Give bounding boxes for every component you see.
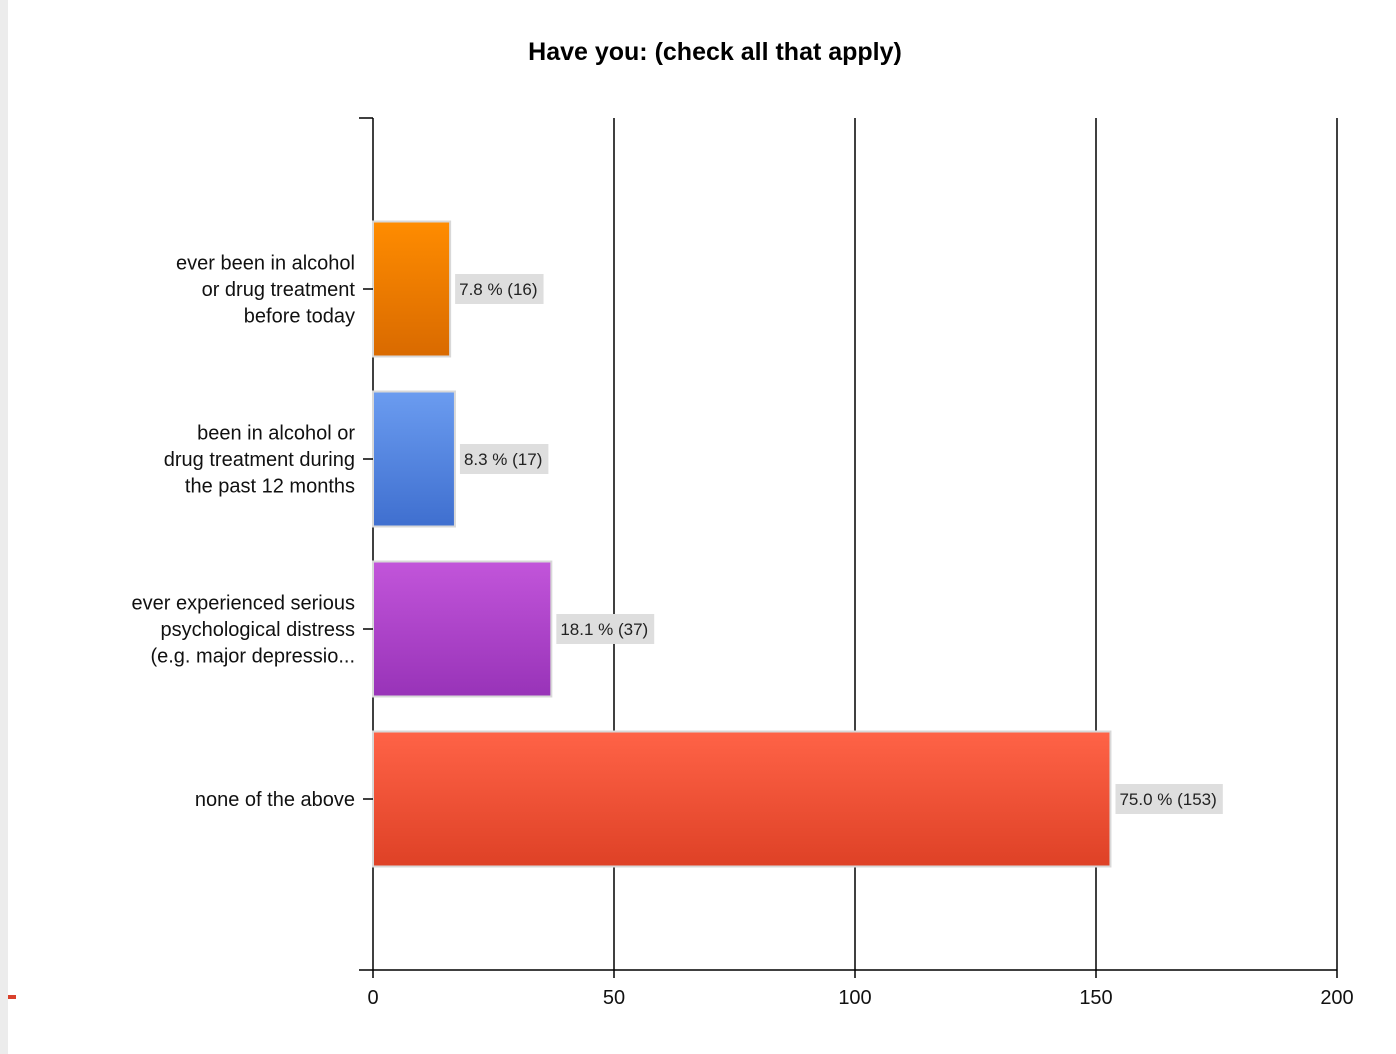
value-label-2: 18.1 % (37) [560, 620, 648, 639]
chart-title: Have you: (check all that apply) [528, 38, 902, 66]
value-label-bg-2 [556, 614, 655, 644]
value-label-0: 7.8 % (16) [459, 280, 537, 299]
x-tick-label-150: 150 [1079, 987, 1112, 1009]
category-label-1-2: the past 12 months [185, 476, 355, 498]
category-label-2-2: (e.g. major depressio... [150, 646, 355, 668]
value-label-3: 75.0 % (153) [1119, 790, 1216, 809]
chart-frame [8, 0, 1396, 1054]
accent-line [8, 995, 16, 999]
value-label-bg-1 [459, 444, 549, 474]
category-label-0-2: before today [244, 306, 355, 328]
category-label-0-0: ever been in alcohol [176, 253, 355, 275]
category-label-2-0: ever experienced serious [132, 593, 355, 615]
value-label-bg-0 [455, 274, 544, 304]
category-label-2-1: psychological distress [160, 619, 355, 641]
bar-1 [372, 390, 456, 528]
category-label-3-0: none of the above [195, 789, 355, 811]
bar-3 [372, 730, 1112, 868]
bar-0 [372, 220, 452, 358]
bar-2 [372, 560, 553, 698]
x-tick-label-100: 100 [838, 987, 871, 1009]
value-label-bg-3 [1115, 784, 1223, 814]
x-tick-label-50: 50 [603, 987, 625, 1009]
x-tick-label-200: 200 [1320, 987, 1353, 1009]
category-label-1-1: drug treatment during [164, 449, 355, 471]
x-tick-label-0: 0 [367, 987, 378, 1009]
category-label-0-1: or drug treatment [202, 279, 356, 301]
value-label-1: 8.3 % (17) [464, 450, 542, 469]
category-label-1-0: been in alcohol or [197, 423, 355, 445]
